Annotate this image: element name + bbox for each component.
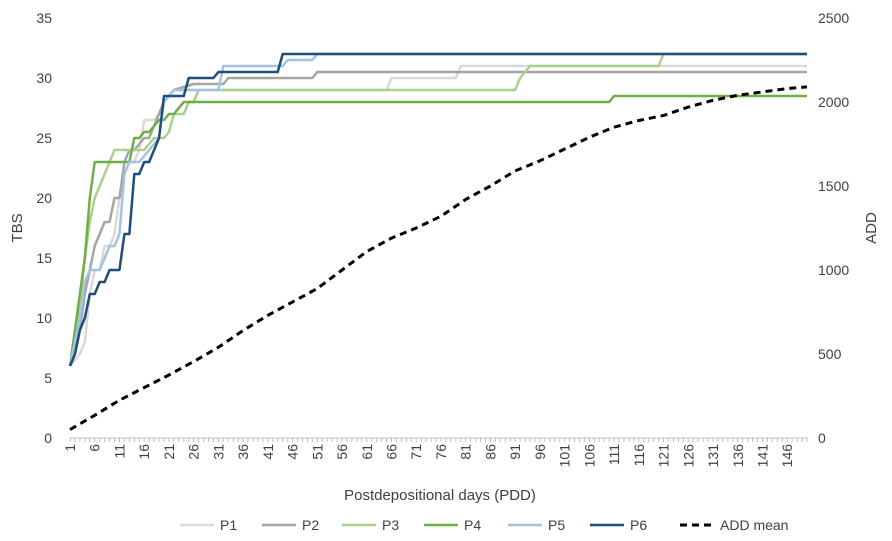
x-tick-label: 61 (359, 444, 375, 460)
x-tick-label: 11 (111, 444, 127, 459)
legend-label-p6: P6 (630, 517, 647, 533)
series-line-add-mean (69, 85, 808, 431)
y2-tick-label: 1500 (818, 178, 849, 194)
x-tick-label: 21 (161, 444, 177, 460)
legend-label-p3: P3 (382, 517, 399, 533)
y-tick-label: 5 (44, 370, 52, 386)
series-line-p6 (68, 52, 807, 367)
x-tick-label: 91 (507, 444, 523, 460)
x-tick-label: 76 (433, 444, 449, 460)
y-tick-label: 0 (44, 430, 52, 446)
y2-tick-label: 0 (818, 430, 826, 446)
x-tick-label: 101 (557, 444, 573, 468)
legend-label-p5: P5 (548, 517, 565, 533)
y2-tick-label: 2000 (818, 94, 849, 110)
legend-label-p1: P1 (220, 517, 237, 533)
y-tick-label: 30 (36, 70, 52, 86)
plot-lines (68, 52, 808, 431)
y2-tick-label: 1000 (818, 262, 849, 278)
y2-axis-title: ADD (863, 212, 880, 244)
x-tick-label: 81 (458, 444, 474, 460)
x-tick-label: 96 (532, 444, 548, 460)
x-tick-label: 41 (260, 444, 276, 460)
x-tick-label: 56 (334, 444, 350, 460)
y2-tick-label: 2500 (818, 10, 849, 26)
x-tick-label: 6 (87, 444, 103, 452)
x-axis: 1 6 11 16 21 26 31 36 41 46 51 56 61 66 71 76 81 86 91 96 10… (62, 437, 808, 468)
y-tick-label: 20 (36, 190, 52, 206)
x-tick-label: 16 (136, 444, 152, 460)
x-tick-label: 31 (210, 444, 226, 460)
y-tick-label: 15 (36, 250, 52, 266)
legend-label-p4: P4 (464, 517, 481, 533)
x-tick-label: 51 (309, 444, 325, 460)
x-tick-label: 116 (631, 444, 647, 467)
y-tick-label: 35 (36, 10, 52, 26)
y-axis-title: TBS (9, 213, 26, 242)
y-axis: 0 5 10 15 20 25 30 35 (36, 10, 52, 446)
y-tick-label: 25 (36, 130, 52, 146)
x-tick-label: 1 (62, 444, 78, 452)
series-line-p2 (68, 70, 807, 367)
legend-label-p2: P2 (302, 517, 319, 533)
x-tick-label: 106 (581, 444, 597, 468)
x-tick-label: 46 (285, 444, 301, 460)
x-tick-label: 26 (186, 444, 202, 460)
series-line-p5 (68, 52, 807, 367)
x-tick-label: 66 (384, 444, 400, 460)
x-tick-label: 146 (779, 444, 795, 468)
x-tick-label: 126 (680, 444, 696, 468)
series-line-p3 (68, 52, 807, 367)
y-tick-label: 10 (36, 310, 52, 326)
x-tick-label: 71 (408, 444, 424, 460)
x-tick-label: 111 (606, 444, 622, 465)
legend: P1 P2 P3 P4 P5 P6 ADD mean (180, 517, 788, 533)
x-tick-label: 121 (656, 444, 672, 468)
x-tick-label: 131 (705, 444, 721, 468)
x-tick-label: 36 (235, 444, 251, 460)
x-tick-label: 86 (482, 444, 498, 460)
x-tick-label: 141 (754, 444, 770, 468)
y2-axis: 0 500 1000 1500 2000 2500 (818, 10, 849, 446)
legend-label-add-mean: ADD mean (720, 517, 788, 533)
series-line-p4 (68, 94, 807, 367)
y2-tick-label: 500 (818, 346, 842, 362)
x-tick-label: 136 (730, 444, 746, 468)
x-axis-title: Postdepositional days (PDD) (344, 487, 536, 504)
